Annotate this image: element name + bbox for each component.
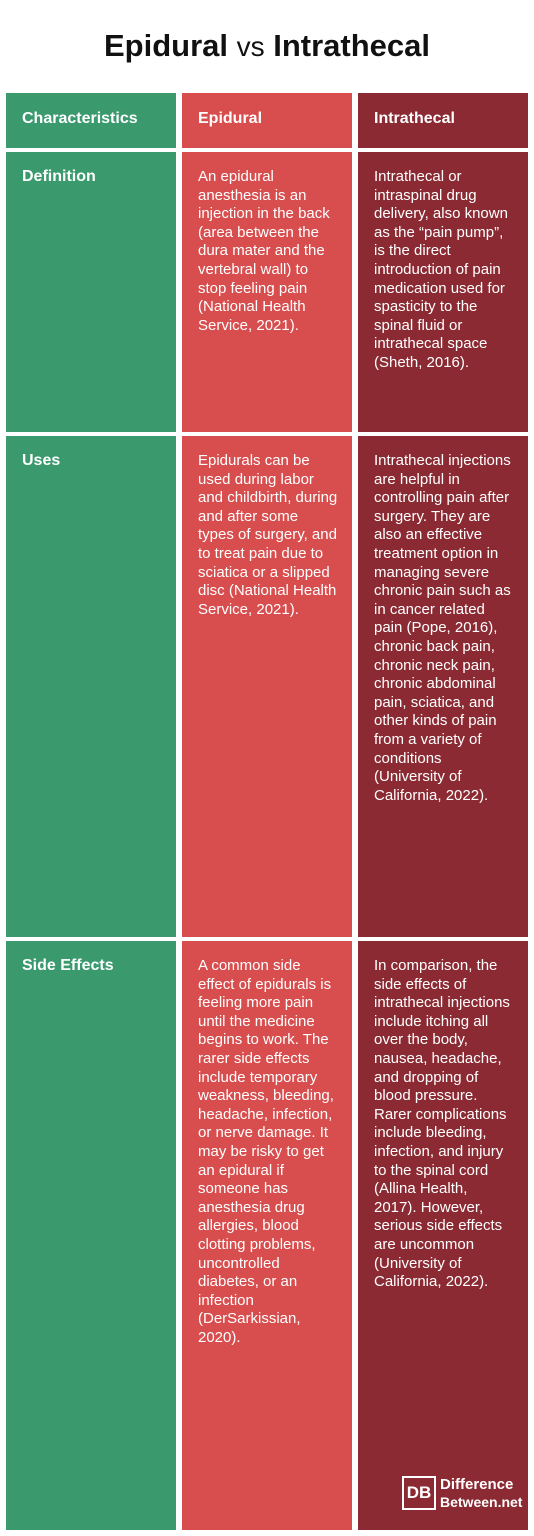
logo-text: Between.net [440, 1494, 523, 1510]
epidural-cell: A common side effect of epidurals is fee… [182, 941, 352, 1530]
row-label: Definition [6, 152, 176, 432]
logo: DB Difference Between.net [402, 1474, 522, 1514]
header-cell: Characteristics [6, 93, 176, 148]
epidural-cell: An epidural anesthesia is an injection i… [182, 152, 352, 432]
logo-mark: DB [402, 1476, 436, 1510]
title-right: Intrathecal [273, 28, 431, 63]
epidural-cell: Epidurals can be used during labor and c… [182, 436, 352, 937]
intrathecal-cell: Intrathecal or intraspinal drug delivery… [358, 152, 528, 432]
logo-text: Difference [440, 1476, 514, 1493]
intrathecal-cell: Intrathecal injections are helpful in co… [358, 436, 528, 937]
intrathecal-cell: In comparison, the side effects of intra… [358, 941, 528, 1530]
row-label: Side Effects [6, 941, 176, 1530]
title: Epidural vs Intrathecal [0, 28, 534, 64]
title-left: Epidural [103, 28, 228, 63]
header-cell: Intrathecal [358, 93, 528, 148]
row-label: Uses [6, 436, 176, 937]
title-vs: vs [236, 31, 265, 62]
header-cell: Epidural [182, 93, 352, 148]
